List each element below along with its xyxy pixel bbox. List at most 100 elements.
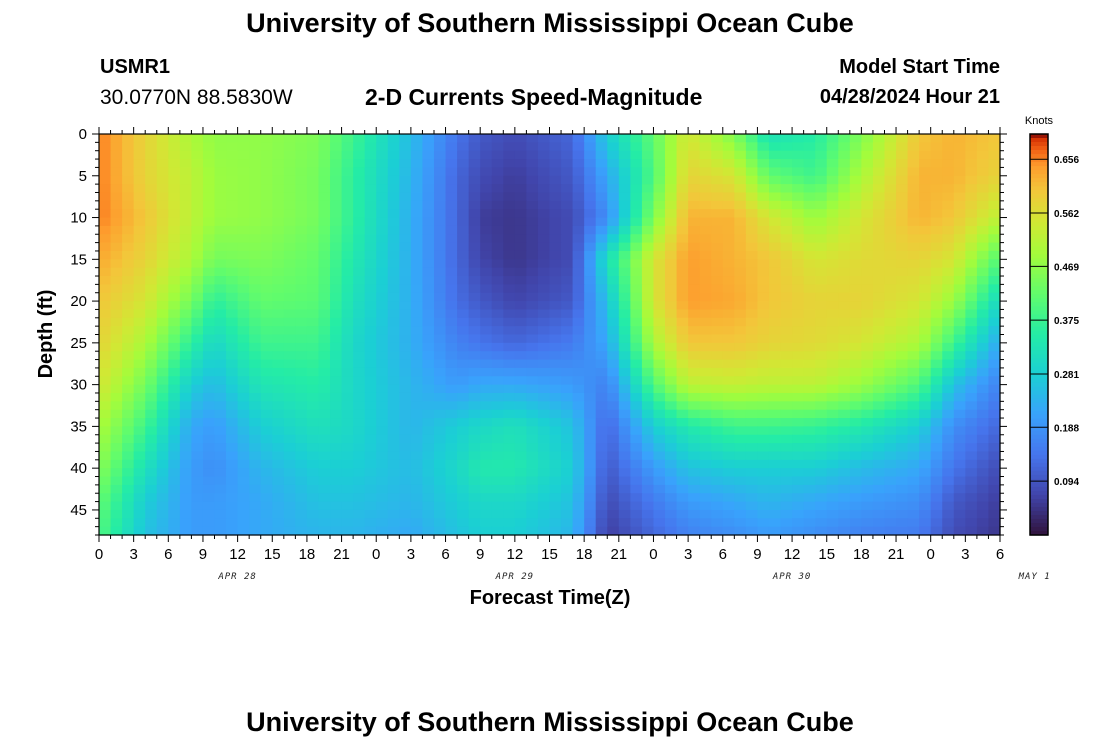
heatmap-cell — [561, 342, 574, 352]
heatmap-cell — [122, 234, 135, 244]
heatmap-cell — [780, 426, 793, 436]
heatmap-cell — [260, 250, 273, 260]
heatmap-cell — [630, 200, 643, 210]
heatmap-cell — [722, 175, 735, 185]
colorbar-segment — [1030, 222, 1048, 227]
heatmap-cell — [711, 334, 724, 344]
heatmap-cell — [792, 259, 805, 269]
heatmap-cell — [711, 267, 724, 277]
heatmap-cell — [953, 150, 966, 160]
heatmap-cell — [665, 484, 678, 494]
heatmap-cell — [168, 418, 181, 427]
heatmap-cell — [537, 225, 551, 235]
heatmap-cell — [907, 200, 920, 210]
heatmap-cell — [330, 392, 343, 402]
heatmap-cell — [768, 501, 782, 511]
heatmap-cell — [907, 367, 920, 377]
heatmap-cell — [618, 259, 631, 269]
heatmap-cell — [191, 267, 204, 277]
heatmap-cell — [503, 518, 516, 528]
heatmap-cell — [272, 443, 285, 453]
heatmap-cell — [734, 301, 747, 311]
heatmap-cell — [191, 367, 204, 377]
heatmap-cell — [884, 150, 897, 160]
heatmap-cell — [260, 476, 273, 486]
heatmap-cell — [838, 259, 851, 269]
heatmap-cell — [745, 167, 759, 177]
heatmap-cell — [676, 184, 689, 194]
heatmap-cell — [410, 225, 424, 235]
heatmap-cell — [491, 451, 504, 461]
heatmap-cell — [988, 351, 1001, 361]
heatmap-cell — [653, 167, 666, 177]
heatmap-cell — [965, 443, 978, 453]
heatmap-cell — [237, 476, 250, 486]
heatmap-cell — [537, 426, 551, 436]
heatmap-cell — [561, 451, 574, 461]
heatmap-cell — [872, 443, 886, 453]
heatmap-cell — [399, 301, 412, 311]
heatmap-cell — [99, 409, 112, 419]
heatmap-cell — [295, 426, 308, 436]
heatmap-cell — [976, 334, 990, 344]
heatmap-cell — [99, 134, 112, 143]
heatmap-cell — [953, 242, 966, 252]
heatmap-cell — [676, 326, 689, 336]
x-tick-label: 3 — [129, 546, 137, 563]
heatmap-cell — [260, 418, 273, 427]
heatmap-cell — [630, 134, 643, 143]
heatmap-cell — [156, 284, 169, 294]
heatmap-cell — [237, 459, 250, 469]
heatmap-cell — [780, 443, 793, 453]
heatmap-cell — [572, 509, 585, 519]
colorbar-segment — [1030, 206, 1048, 211]
heatmap-cell — [919, 509, 932, 519]
heatmap-cell — [214, 518, 227, 528]
heatmap-cell — [641, 234, 655, 244]
heatmap-cell — [676, 518, 689, 528]
heatmap-cell — [838, 242, 851, 252]
heatmap-cell — [191, 326, 204, 336]
heatmap-cell — [422, 259, 435, 269]
heatmap-cell — [237, 317, 250, 327]
heatmap-cell — [618, 509, 631, 519]
heatmap-cell — [514, 443, 527, 453]
heatmap-cell — [457, 234, 470, 244]
heatmap-cell — [734, 418, 747, 427]
heatmap-cell — [399, 384, 412, 394]
heatmap-cell — [838, 309, 851, 319]
heatmap-cell — [214, 384, 227, 394]
heatmap-cell — [653, 134, 666, 143]
heatmap-cell — [919, 501, 932, 511]
heatmap-cell — [757, 250, 770, 260]
heatmap-cell — [295, 334, 308, 344]
heatmap-cell — [410, 443, 424, 453]
heatmap-cell — [133, 317, 146, 327]
heatmap-cell — [399, 518, 412, 528]
heatmap-cell — [156, 225, 169, 235]
heatmap-cell — [745, 384, 759, 394]
heatmap-cell — [688, 309, 701, 319]
heatmap-cell — [526, 434, 539, 444]
heatmap-cell — [688, 509, 701, 519]
heatmap-cell — [953, 367, 966, 377]
heatmap-cell — [953, 159, 966, 169]
heatmap-cell — [988, 526, 1001, 536]
heatmap-cell — [433, 250, 447, 260]
heatmap-cell — [433, 209, 447, 219]
heatmap-cell — [942, 459, 955, 469]
heatmap-cell — [919, 200, 932, 210]
heatmap-cell — [445, 309, 458, 319]
heatmap-cell — [561, 484, 574, 494]
heatmap-cell — [607, 518, 620, 528]
heatmap-cell — [191, 484, 204, 494]
heatmap-cell — [572, 342, 585, 352]
heatmap-cell — [99, 484, 112, 494]
heatmap-cell — [919, 192, 932, 202]
chart-title: University of Southern Mississippi Ocean… — [246, 8, 854, 38]
heatmap-cell — [838, 518, 851, 528]
heatmap-cell — [133, 334, 146, 344]
heatmap-cell — [942, 418, 955, 427]
heatmap-cell — [168, 409, 181, 419]
heatmap-cell — [191, 434, 204, 444]
